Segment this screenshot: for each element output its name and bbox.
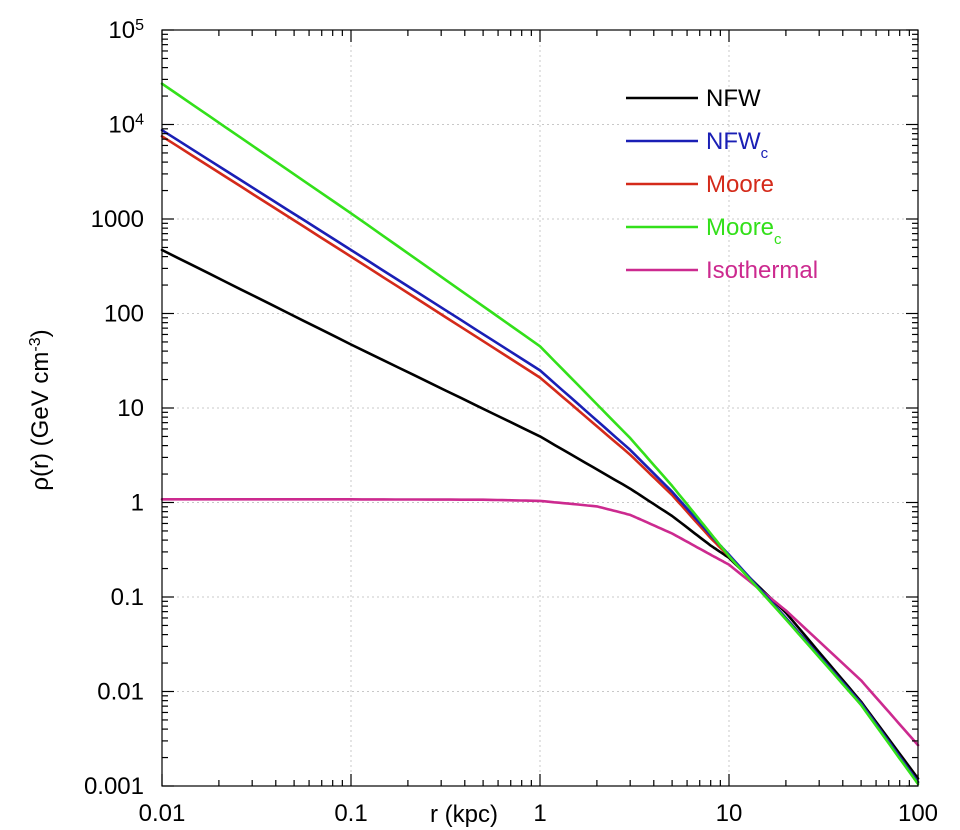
x-tick-label: 0.01 [139, 800, 186, 827]
y-tick-label: 1000 [91, 206, 144, 233]
y-axis-title-main: ρ(r) (GeV cm [27, 352, 54, 491]
legend-label-name: NFW [706, 85, 761, 112]
x-tick-label: 0.1 [334, 800, 367, 827]
y-tick-label-sup: 4 [135, 111, 144, 128]
y-tick-label: 0.01 [97, 679, 144, 706]
x-tick-label: 100 [898, 800, 938, 827]
legend-label-moore-c: Moorec [706, 214, 782, 248]
tick-layer [161, 29, 919, 787]
series-line-moore-c [160, 82, 920, 786]
y-tick-label-base: 100 [104, 301, 144, 328]
x-axis-title: r (kpc) [430, 801, 498, 828]
y-axis-title-close: ) [27, 329, 54, 337]
legend-label-nfw: NFW [706, 85, 761, 112]
x-tick-label: 10 [716, 800, 743, 827]
y-tick-label-base: 0.01 [97, 679, 144, 706]
legend-label-name: Moore [706, 171, 774, 198]
y-tick-label-base: 0.1 [111, 584, 144, 611]
y-tick-label-base: 10 [117, 395, 144, 422]
y-tick-label-base: 10 [108, 17, 135, 44]
y-tick-label: 0.001 [84, 773, 144, 800]
y-tick-label: 105 [108, 17, 144, 45]
series-line-nfw [160, 248, 920, 780]
y-tick-label-base: 0.001 [84, 773, 144, 800]
series-line-isothermal [160, 498, 920, 747]
y-tick-label-base: 1000 [91, 206, 144, 233]
legend-label-subscript: c [761, 145, 769, 162]
y-axis-title: ρ(r) (GeV cm-3) [27, 329, 55, 490]
y-tick-label-base: 1 [131, 490, 144, 517]
legend-label-moore: Moore [706, 171, 774, 198]
legend-label-nfw-c: NFWc [706, 128, 769, 162]
x-tick-label: 1 [533, 800, 546, 827]
grid-layer [162, 30, 918, 786]
label-layer: 0.01 0.1 1 10 1000.0010.010.1110100100010410… [84, 17, 938, 828]
series-layer [160, 82, 920, 786]
y-tick-label: 100 [104, 301, 144, 328]
legend-label-name: Moore [706, 214, 774, 241]
y-tick-label: 10 [117, 395, 144, 422]
y-tick-label: 104 [108, 111, 144, 139]
y-axis-title-sup: -3 [27, 337, 44, 351]
y-tick-label: 1 [131, 490, 144, 517]
y-tick-label-sup: 5 [135, 17, 144, 34]
legend-label-isothermal: Isothermal [706, 257, 818, 284]
y-tick-label: 0.1 [111, 584, 144, 611]
legend-label-subscript: c [774, 231, 782, 248]
legend-label-name: NFW [706, 128, 761, 155]
legend-label-name: Isothermal [706, 257, 818, 284]
y-tick-label-base: 10 [108, 112, 135, 139]
